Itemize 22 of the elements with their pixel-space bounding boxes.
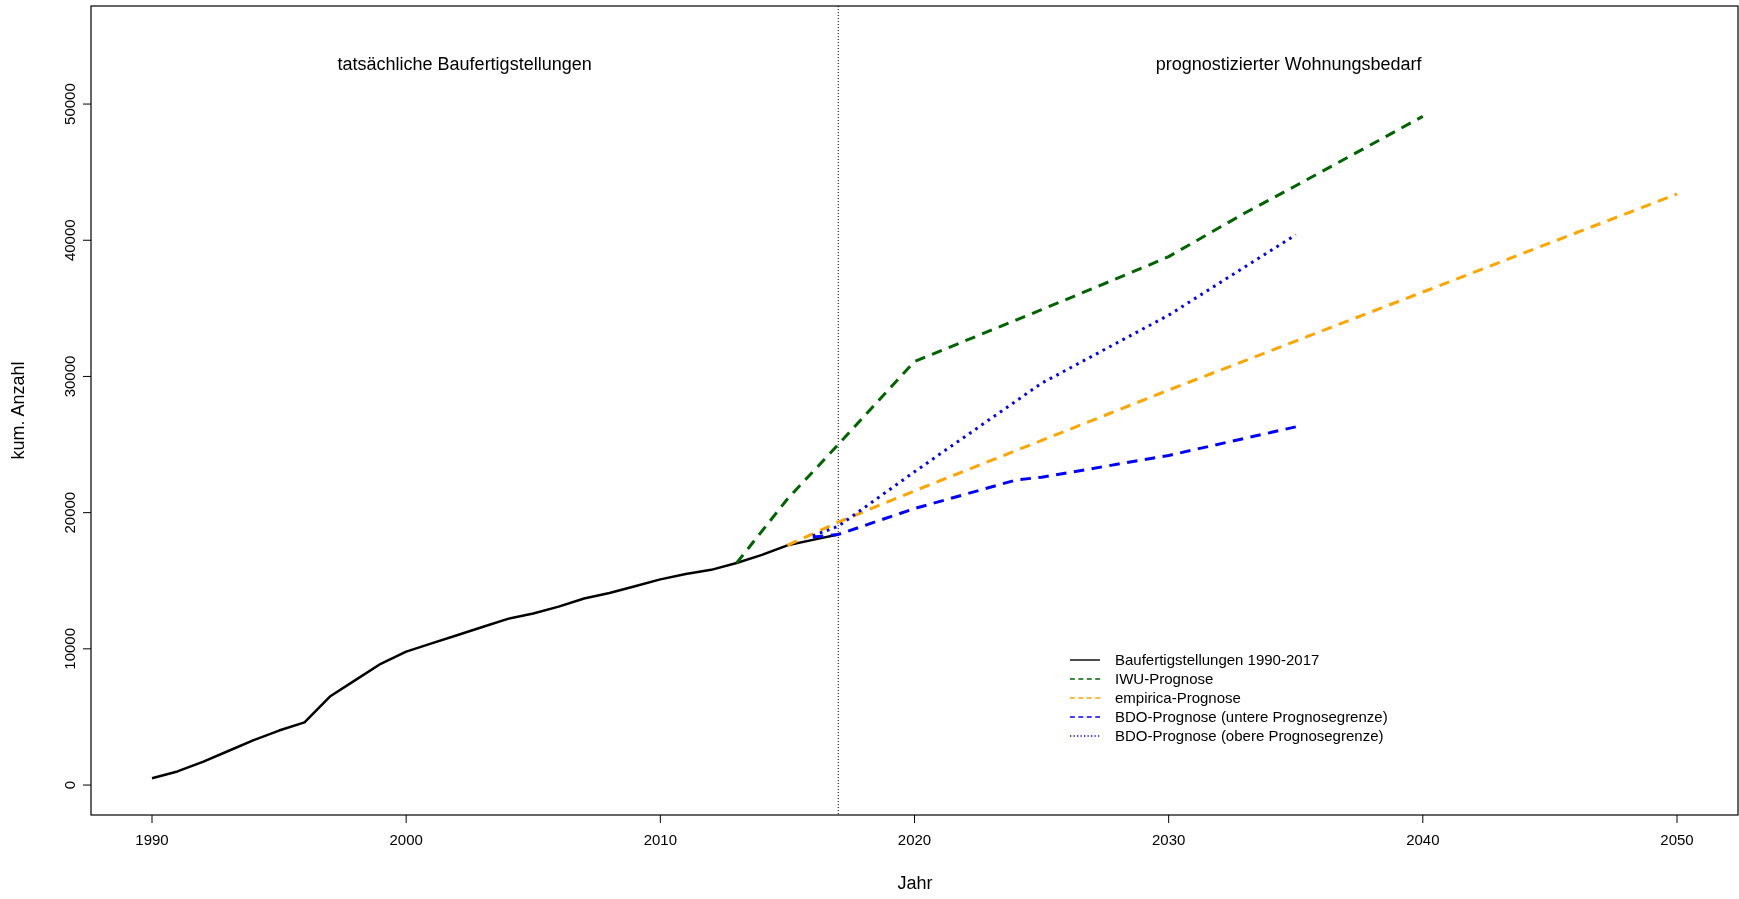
legend-label: Baufertigstellungen 1990-2017 [1115, 651, 1320, 668]
x-tick-label: 2040 [1406, 831, 1440, 848]
legend-label: empirica-Prognose [1115, 689, 1241, 706]
y-tick-label: 20000 [61, 491, 78, 534]
legend-label: IWU-Prognose [1115, 670, 1214, 687]
legend-label: BDO-Prognose (untere Prognosegrenze) [1115, 708, 1388, 725]
legend-label: BDO-Prognose (obere Prognosegrenze) [1115, 727, 1384, 744]
y-tick-label: 10000 [61, 627, 78, 670]
annotation: tatsächliche Baufertigstellungen [337, 54, 592, 74]
x-axis-title: Jahr [897, 873, 933, 893]
y-tick-label: 40000 [61, 219, 78, 262]
x-tick-label: 2000 [389, 831, 423, 848]
x-tick-label: 2050 [1660, 831, 1694, 848]
x-tick-label: 2030 [1151, 831, 1186, 848]
annotation: prognostizierter Wohnungsbedarf [1155, 54, 1423, 74]
y-tick-label: 30000 [61, 355, 78, 398]
x-tick-label: 2010 [643, 831, 678, 848]
x-tick-label: 2020 [897, 831, 932, 848]
x-tick-label: 1990 [135, 831, 169, 848]
y-axis-title: kum. Anzahl [8, 361, 28, 460]
y-tick-label: 50000 [61, 83, 78, 125]
y-tick-label: 0 [61, 780, 78, 790]
